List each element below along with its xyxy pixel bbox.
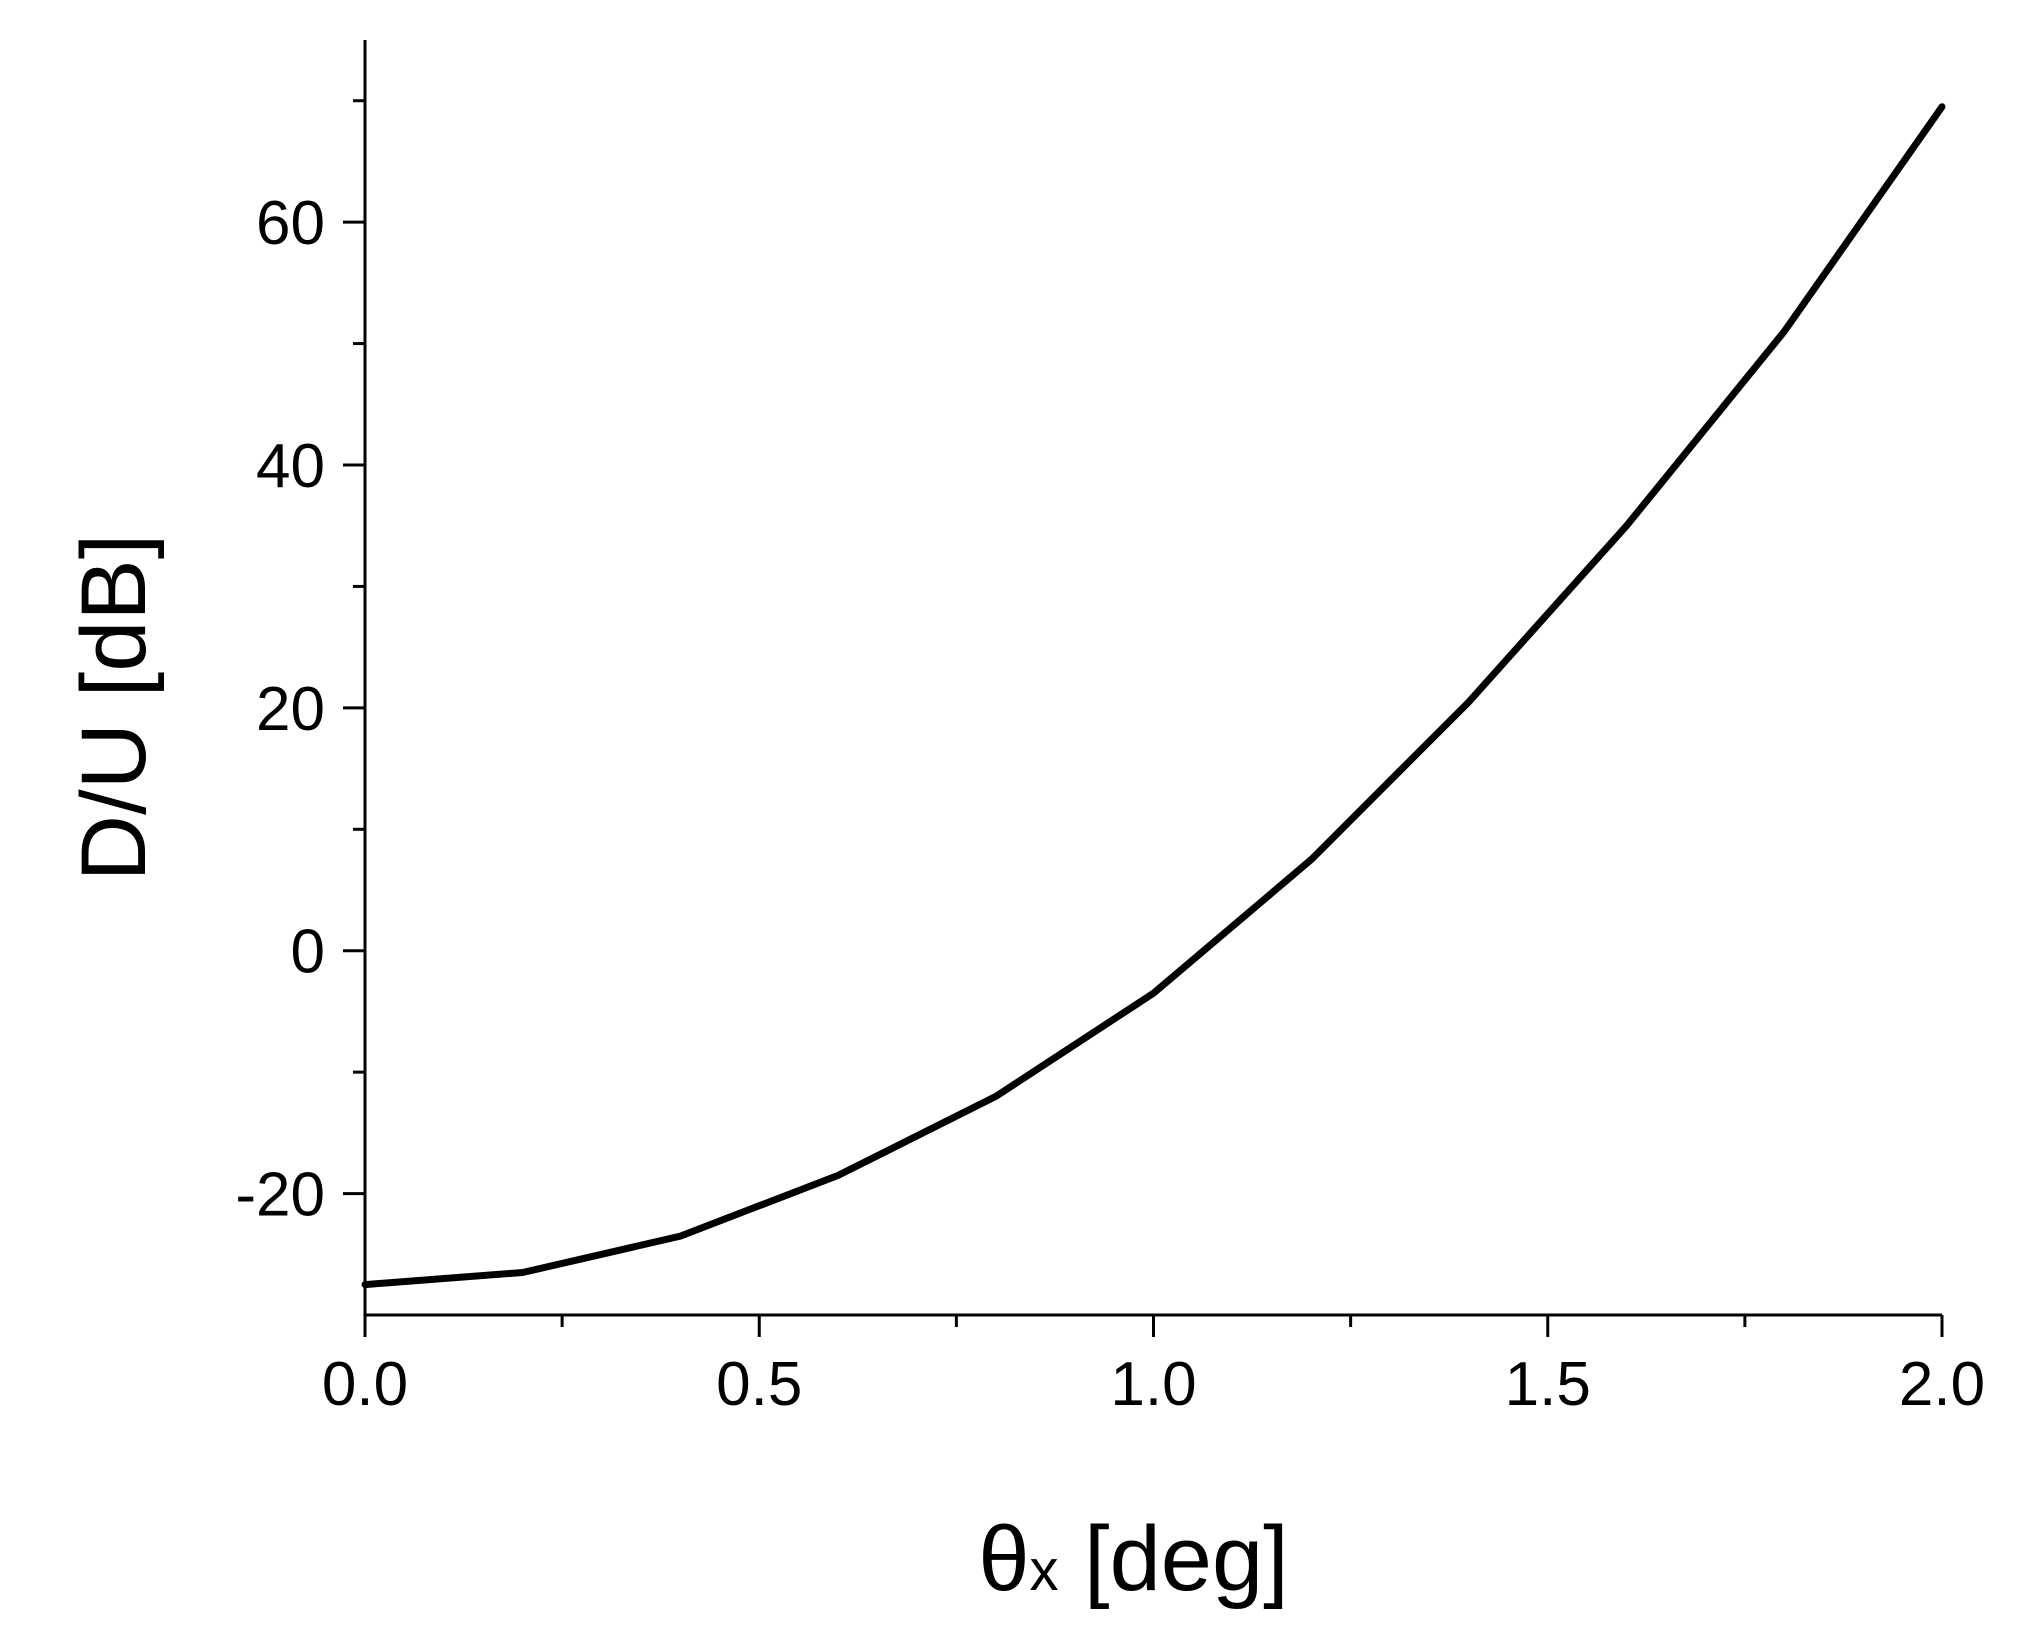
series-group (361, 103, 1946, 1289)
x-axis-label: θx [deg] (978, 1508, 1288, 1610)
y-tick-label: 0 (291, 918, 325, 987)
x-tick-label: 2.0 (1899, 1350, 1985, 1419)
x-axis-label-symbol: θ (978, 1508, 1029, 1610)
x-tick-label: 0.5 (716, 1350, 802, 1419)
ticks (343, 99, 1944, 1337)
axes (363, 40, 1942, 1317)
y-tick-label: 40 (256, 432, 325, 501)
series-line (361, 103, 1946, 1289)
y-tick-label: 60 (256, 189, 325, 258)
x-tick-label: 1.5 (1505, 1350, 1591, 1419)
x-tick-label: 1.0 (1110, 1350, 1196, 1419)
x-axis-label-unit: [deg] (1058, 1508, 1288, 1610)
y-tick-label: 20 (256, 675, 325, 744)
x-tick-label: 0.0 (322, 1350, 408, 1419)
tick-labels: 0.0 0.5 1.0 1.5 2.0 -20 0 20 40 60 (235, 189, 1985, 1419)
x-axis-label-subscript: x (1029, 1538, 1058, 1603)
y-axis-label: D/U [dB] (63, 534, 165, 882)
y-tick-label: -20 (235, 1161, 325, 1230)
